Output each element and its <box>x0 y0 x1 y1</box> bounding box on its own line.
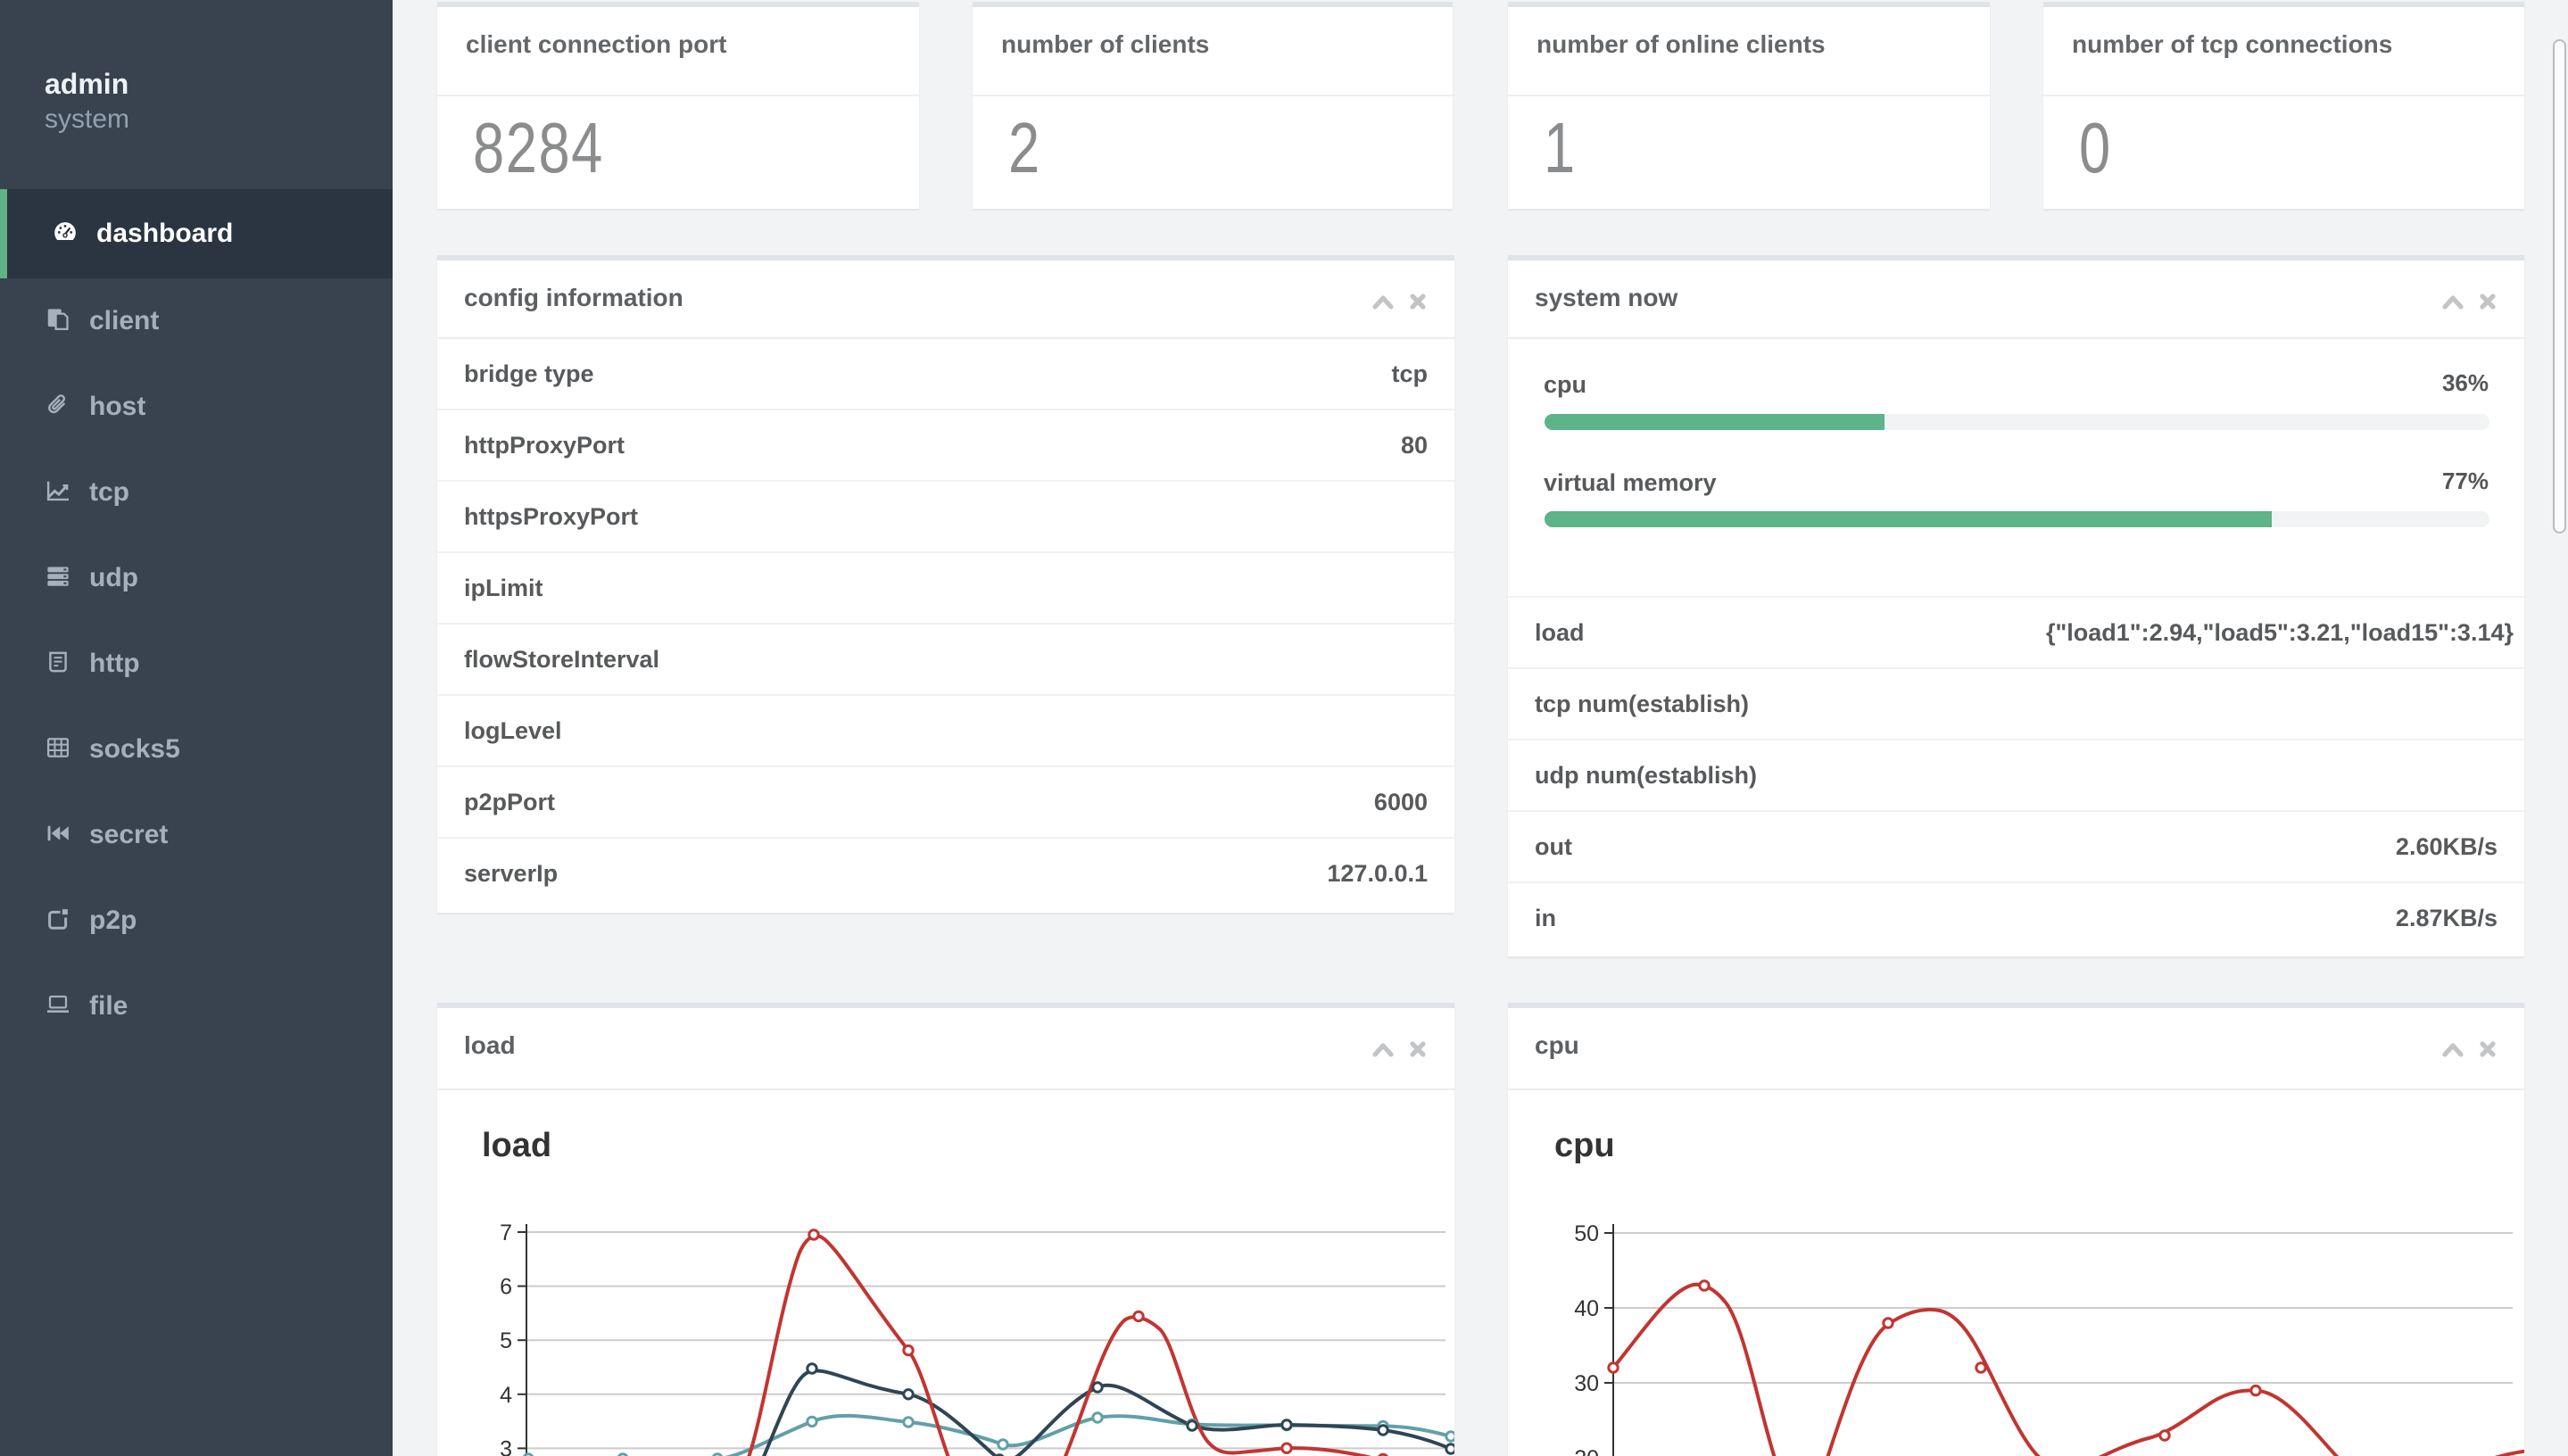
svg-text:50: 50 <box>1574 1221 1599 1246</box>
svg-text:4: 4 <box>500 1383 512 1408</box>
svg-text:5: 5 <box>500 1328 512 1353</box>
svg-text:6: 6 <box>500 1275 512 1300</box>
svg-text:3: 3 <box>500 1436 512 1456</box>
svg-text:20: 20 <box>1574 1446 1599 1456</box>
svg-text:40: 40 <box>1574 1296 1599 1321</box>
svg-text:7: 7 <box>500 1220 512 1245</box>
svg-text:30: 30 <box>1574 1371 1599 1396</box>
